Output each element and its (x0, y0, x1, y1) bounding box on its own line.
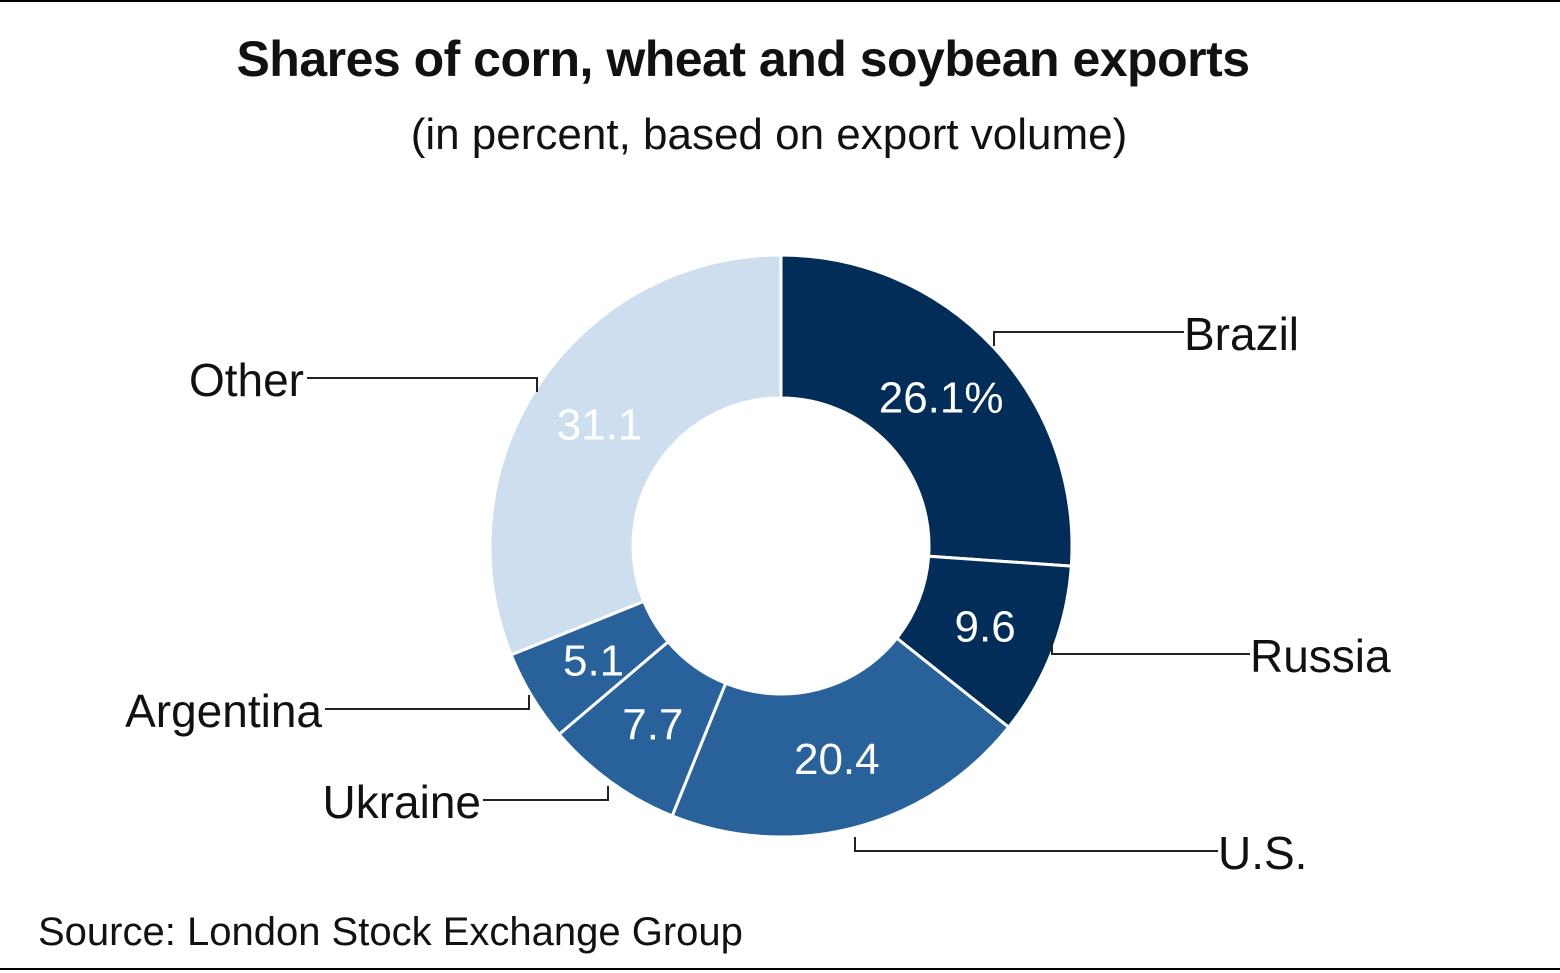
leader-lines-group (307, 331, 1250, 852)
category-label-u-s: U.S. (1218, 827, 1307, 879)
value-label-other: 31.1 (557, 400, 643, 449)
leader-line-ukraine (483, 786, 609, 801)
value-label-ukraine: 7.7 (622, 701, 683, 750)
leader-line-argentina (325, 695, 530, 710)
leader-line-brazil (993, 331, 1184, 346)
category-label-brazil: Brazil (1184, 308, 1299, 360)
value-label-brazil: 26.1% (879, 374, 1004, 423)
category-label-argentina: Argentina (125, 685, 322, 737)
source-note: Source: London Stock Exchange Group (38, 910, 743, 954)
value-labels-group: 26.1% 9.6 20.4 7.7 5.1 31.1 (557, 374, 1016, 784)
value-label-russia: 9.6 (955, 602, 1016, 651)
leader-line-russia (1051, 640, 1250, 655)
slice-brazil (779, 253, 1074, 568)
chart-title: Shares of corn, wheat and soybean export… (236, 31, 1250, 87)
slices-group (488, 253, 1074, 839)
top-rule (0, 0, 1560, 2)
value-label-argentina: 5.1 (563, 636, 624, 685)
chart-subtitle: (in percent, based on export volume) (410, 110, 1128, 159)
category-label-russia: Russia (1250, 630, 1391, 682)
leader-line-u-s (854, 837, 1218, 852)
category-label-other: Other (189, 354, 304, 406)
slice-other (488, 253, 783, 657)
value-label-u-s: 20.4 (794, 735, 880, 784)
category-label-ukraine: Ukraine (322, 776, 481, 828)
slice-u-s (670, 636, 1011, 839)
leader-line-other (307, 377, 538, 392)
bottom-rule (0, 968, 1560, 970)
